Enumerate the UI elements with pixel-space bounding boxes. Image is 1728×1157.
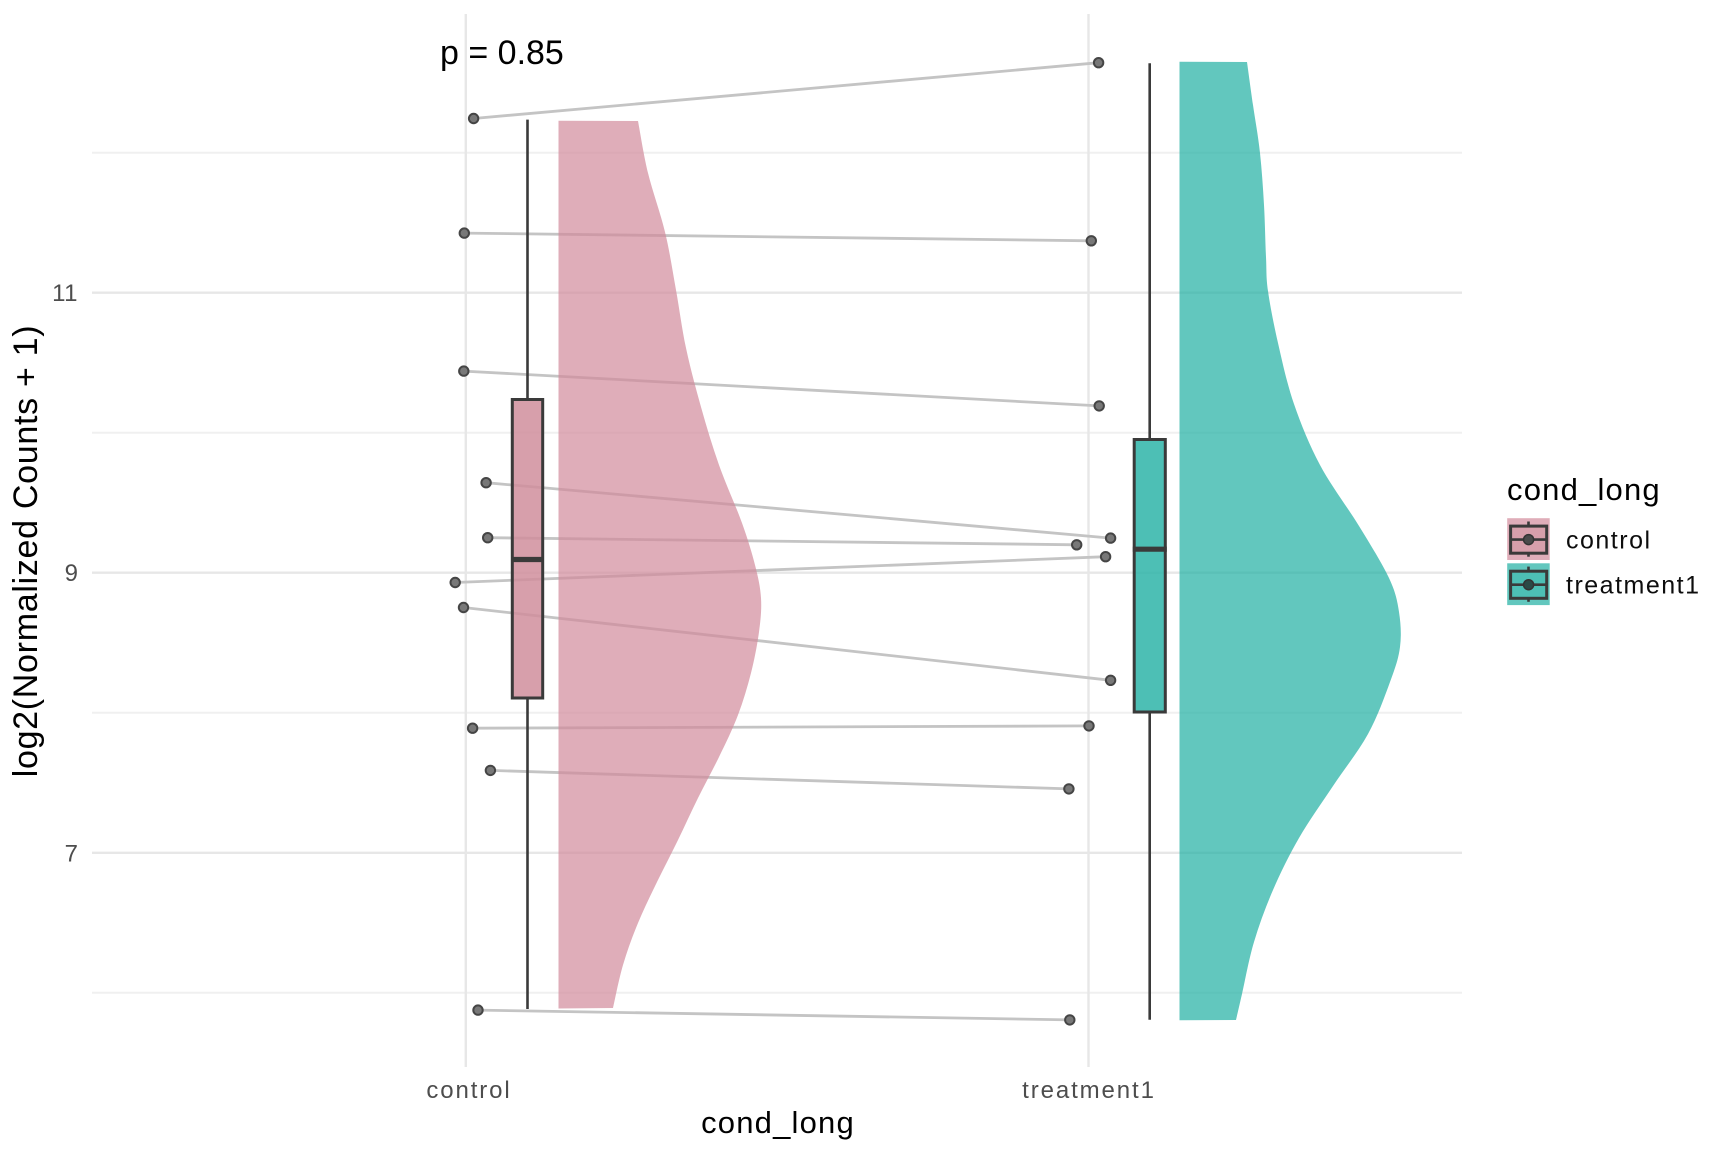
svg-text:p = 0.85: p = 0.85 xyxy=(440,34,564,72)
svg-text:control: control xyxy=(426,1077,511,1104)
svg-text:7: 7 xyxy=(65,840,78,867)
svg-text:cond_long: cond_long xyxy=(1507,472,1661,507)
svg-text:treatment1: treatment1 xyxy=(1022,1077,1156,1104)
svg-text:control: control xyxy=(1566,527,1652,555)
svg-text:cond_long: cond_long xyxy=(701,1105,855,1140)
svg-text:treatment1: treatment1 xyxy=(1566,572,1701,600)
svg-text:9: 9 xyxy=(65,560,78,587)
svg-text:11: 11 xyxy=(52,280,78,307)
svg-text:log2(Normalized Counts + 1): log2(Normalized Counts + 1) xyxy=(7,325,45,778)
